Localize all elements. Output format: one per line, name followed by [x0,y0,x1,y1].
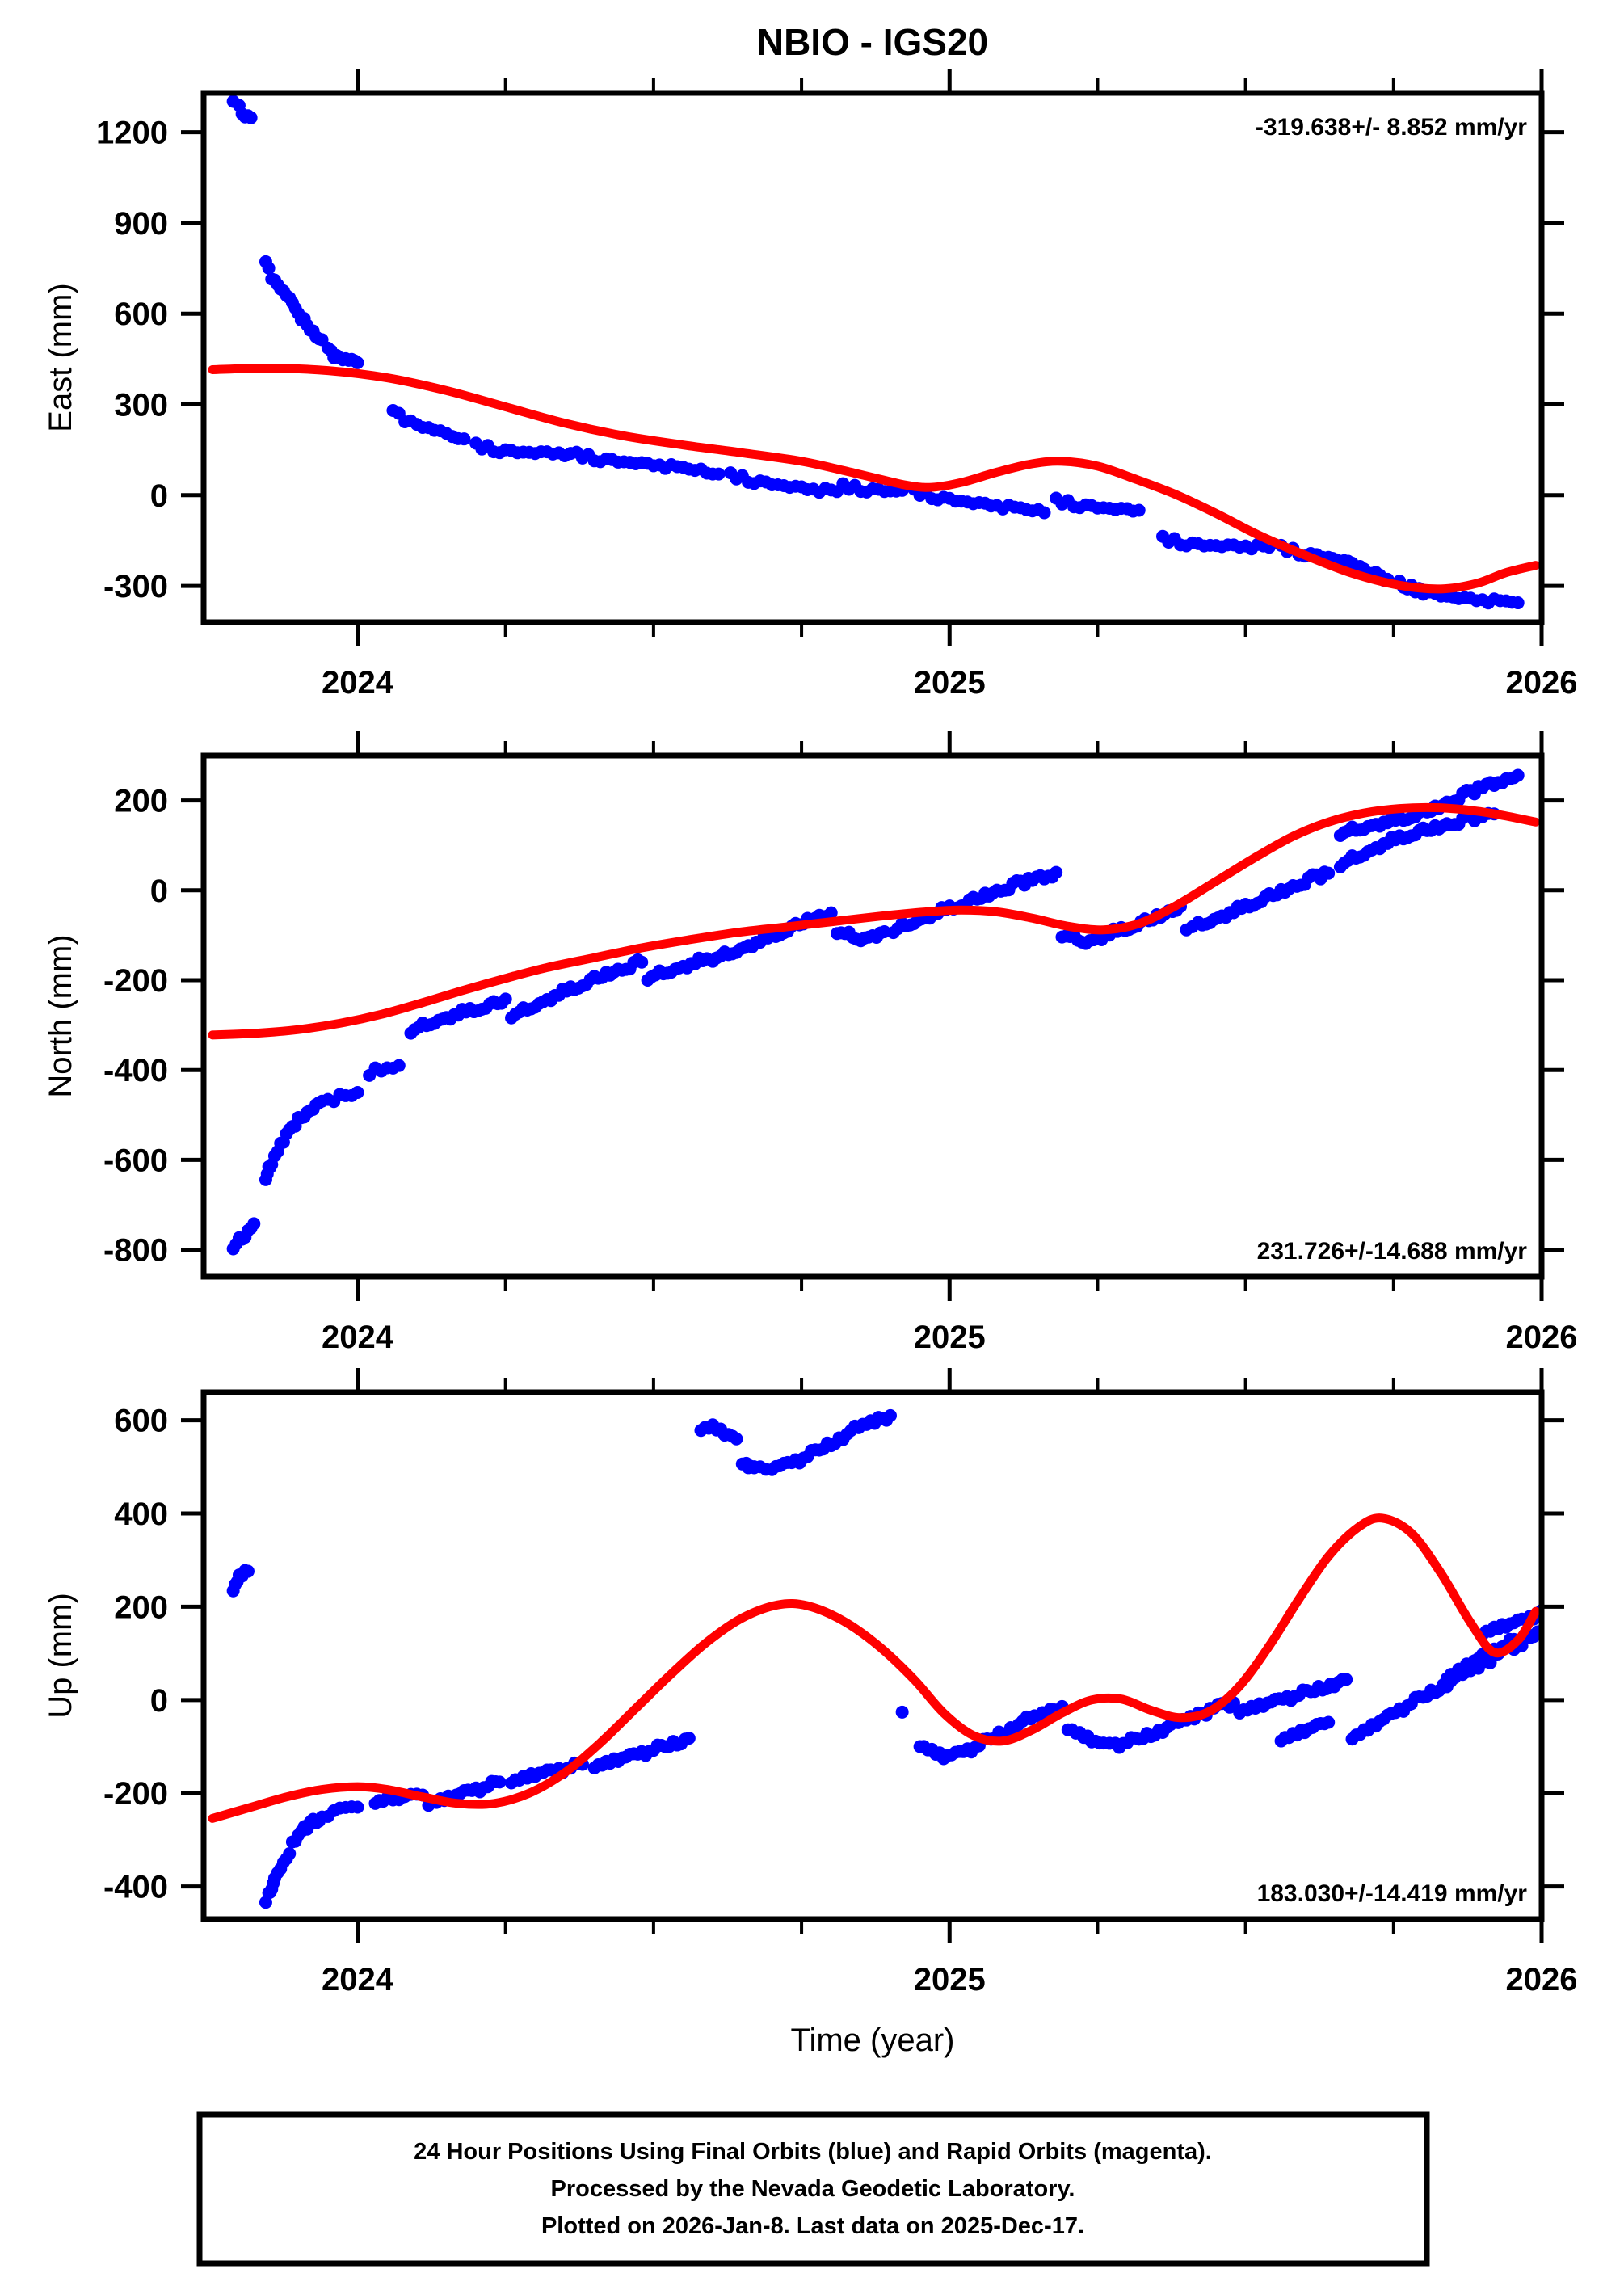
y-tick-label-east: -300 [103,569,168,604]
y-tick-label-north: -400 [103,1053,168,1088]
rate-label-north: 231.726+/-14.688 mm/yr [1257,1238,1528,1265]
y-tick-label-north: -600 [103,1143,168,1178]
axes-frame-up [200,1389,1545,1922]
y-tick-label-east: 900 [114,206,168,242]
x-tick-label-east: 2026 [1506,665,1578,701]
x-tick-label-east: 2024 [322,665,394,701]
y-tick-label-up: 600 [114,1404,168,1439]
rate-label-east: -319.638+/- 8.852 mm/yr [1256,114,1527,141]
footer-line3: Plotted on 2026-Jan-8. Last data on 2025… [541,2213,1084,2239]
data-area-east [208,95,1541,610]
data-points-up [226,1408,1542,1909]
model-fit-curve [208,1513,1541,1823]
x-tick-label-up: 2026 [1506,1962,1578,1997]
panel-north: -800 -600 -400 -200 0 200 2024 2025 2026 North (m… [43,731,1577,1355]
y-tick-label-up: -200 [103,1776,168,1812]
y-tick-label-east: 1200 [96,116,168,151]
y-tick-label-east: 0 [150,478,168,514]
y-tick-label-up: -400 [103,1870,168,1905]
footer-line1: 24 Hour Positions Using Final Orbits (bl… [414,2139,1212,2165]
model-fit-curve [208,364,1541,594]
data-area-north [208,768,1541,1256]
footer-line2: Processed by the Nevada Geodetic Laborat… [551,2176,1075,2202]
y-tick-label-east: 600 [114,297,168,332]
axes-frame-east [200,90,1545,625]
y-tick-label-up: 400 [114,1496,168,1532]
y-tick-label-up: 0 [150,1683,168,1719]
y-tick-label-north: -200 [103,963,168,999]
x-tick-label-up: 2024 [322,1962,394,1997]
x-tick-label-north: 2025 [914,1320,986,1355]
y-tick-label-north: 0 [150,873,168,909]
y-axis-label-east: East (mm) [43,283,78,431]
model-fit-curve [208,802,1541,1040]
x-tick-label-north: 2024 [322,1320,394,1355]
panel-east: -300 0 300 600 900 1200 2024 2025 2026 East (mm) -… [43,69,1577,701]
y-tick-label-north: -800 [103,1233,168,1269]
y-tick-label-north: 200 [114,784,168,819]
y-tick-label-east: 300 [114,388,168,423]
x-axis-label: Time (year) [791,2023,955,2058]
x-tick-label-up: 2025 [914,1962,986,1997]
x-tick-label-north: 2026 [1506,1320,1578,1355]
data-area-up [208,1408,1542,1909]
panel-up: -400 -200 0 200 400 600 2024 2025 2026 Up (mm) 183… [43,1368,1577,2058]
rate-label-up: 183.030+/-14.419 mm/yr [1257,1880,1528,1907]
footer-caption-box: 24 Hour Positions Using Final Orbits (bl… [196,2111,1430,2267]
x-tick-label-east: 2025 [914,665,986,701]
y-axis-label-north: North (mm) [43,934,78,1097]
y-tick-label-up: 200 [114,1589,168,1625]
data-points-east [226,95,1525,610]
figure-title: NBIO - IGS20 [757,21,988,63]
y-axis-label-up: Up (mm) [43,1593,78,1719]
axes-frame-north [200,752,1545,1280]
footer-box-border [196,2111,1430,2267]
